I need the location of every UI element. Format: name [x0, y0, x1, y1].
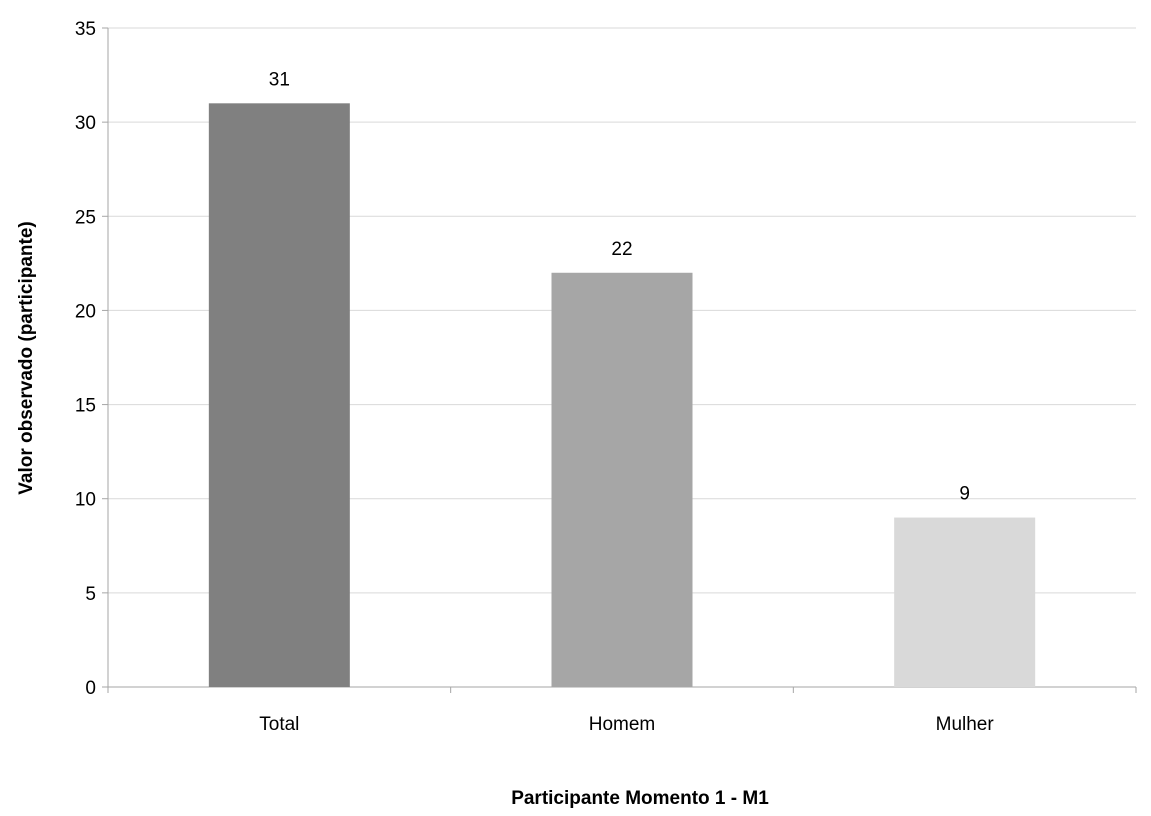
x-tick-labels: Total Homem Mulher: [259, 714, 994, 735]
bar-mulher: [894, 517, 1036, 687]
x-axis-title: Participante Momento 1 - M1: [511, 788, 769, 809]
y-tick-label: 20: [75, 301, 96, 322]
y-tick-label: 5: [85, 584, 96, 605]
y-tick-labels: 0 5 10 15 20 25 30 35: [75, 19, 96, 699]
y-axis-title: Valor observado (participante): [16, 221, 37, 494]
data-label-homem: 22: [611, 239, 632, 260]
y-tick-label: 35: [75, 19, 96, 40]
x-tick-label-homem: Homem: [589, 714, 656, 735]
bar-homem: [551, 272, 693, 687]
data-label-mulher: 9: [959, 484, 970, 505]
y-tick-label: 25: [75, 207, 96, 228]
y-tick-label: 15: [75, 396, 96, 417]
bars: [208, 103, 1036, 688]
data-labels: 31 22 9: [269, 69, 970, 504]
y-tick-label: 0: [85, 678, 96, 699]
x-tick-label-total: Total: [259, 714, 299, 735]
y-tick-label: 30: [75, 113, 96, 134]
bar-total: [208, 103, 350, 688]
data-label-total: 31: [269, 69, 290, 90]
y-tick-label: 10: [75, 490, 96, 511]
x-tick-label-mulher: Mulher: [936, 714, 995, 735]
